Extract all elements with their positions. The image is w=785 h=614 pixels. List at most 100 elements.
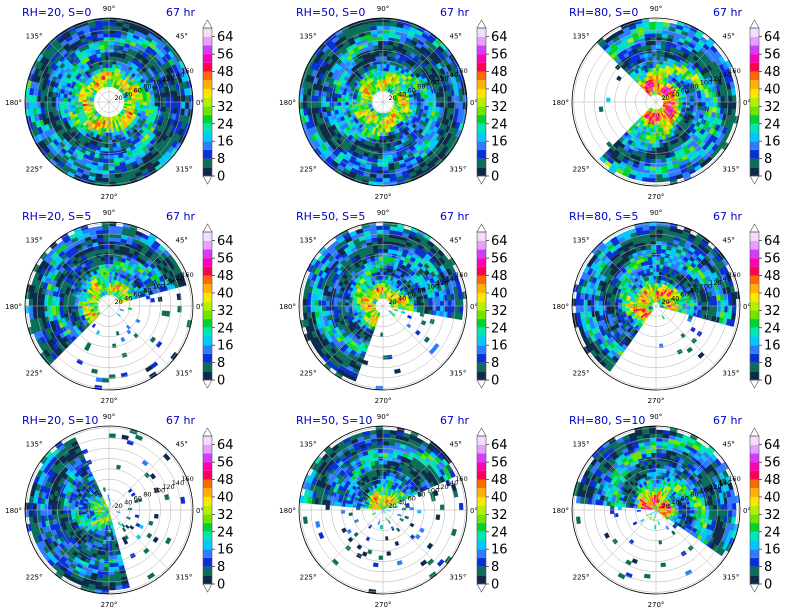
polar-frame bbox=[571, 425, 741, 595]
radial-tick-label: 20 bbox=[662, 502, 670, 510]
angle-tick-label: 90° bbox=[377, 413, 389, 421]
radial-tick-label: 120 bbox=[162, 483, 174, 491]
angle-tick-label: 315° bbox=[176, 370, 193, 378]
radial-tick-label: 120 bbox=[436, 279, 448, 287]
reflectivity-field bbox=[25, 428, 186, 594]
angle-tick-label: 180° bbox=[552, 99, 569, 107]
radial-tick-label: 60 bbox=[681, 86, 689, 94]
angle-tick-label: 90° bbox=[103, 413, 115, 421]
polar-grid bbox=[25, 18, 193, 186]
colorbar-tick-label: 8 bbox=[491, 560, 499, 575]
polar-frame bbox=[298, 221, 468, 391]
radial-tick-label: 80 bbox=[417, 83, 425, 91]
angle-tick-label: 0° bbox=[470, 507, 478, 515]
radial-tick-label: 20 bbox=[662, 94, 670, 102]
panel-time: 67 hr bbox=[166, 210, 195, 223]
angle-tick-label: 90° bbox=[103, 209, 115, 217]
colorbar: 0 8 16 24 32 40 48 56 64 bbox=[749, 223, 781, 389]
radial-tick-label: 140 bbox=[719, 71, 731, 79]
radial-tick-label: 140 bbox=[719, 479, 731, 487]
colorbar-tick-label: 40 bbox=[764, 286, 781, 301]
panel-title: RH=50, S=0 bbox=[296, 6, 366, 19]
radial-tick-label: 120 bbox=[709, 483, 721, 491]
radial-tick-label: 60 bbox=[408, 494, 416, 502]
radial-tick-label: 40 bbox=[124, 294, 132, 302]
radial-tick-label: 60 bbox=[134, 290, 142, 298]
colorbar: 0 8 16 24 32 40 48 56 64 bbox=[476, 19, 508, 185]
colorbar-tick-label: 56 bbox=[491, 48, 508, 63]
angle-tick-label: 225° bbox=[573, 574, 590, 582]
angle-tick-label: 135° bbox=[300, 237, 317, 245]
angle-tick-label: 180° bbox=[279, 303, 296, 311]
reflectivity-field bbox=[300, 222, 467, 390]
angle-tick-label: 315° bbox=[176, 574, 193, 582]
colorbar-tick-label: 8 bbox=[217, 560, 225, 575]
colorbar-tick-label: 24 bbox=[217, 321, 234, 336]
radial-tick-label: 40 bbox=[398, 294, 406, 302]
radial-tick-label: 160 bbox=[728, 271, 740, 279]
colorbar-tick-label: 8 bbox=[217, 356, 225, 371]
colorbar-tick-label: 16 bbox=[217, 543, 234, 558]
radial-tick-label: 160 bbox=[181, 67, 193, 75]
colorbar-tick-label: 32 bbox=[764, 508, 781, 523]
polar-panel: RH=50, S=10 67 hr 20 40 60 80 100 120 140 160 0° 45… bbox=[274, 410, 536, 614]
polar-plot: 20 40 60 80 1001201401600°45°90°135°180°225°… bbox=[279, 209, 508, 405]
angle-tick-label: 45° bbox=[723, 441, 735, 449]
polar-plot: 20 40 60 80 1001201401600°45°90°135°180°225°… bbox=[552, 413, 781, 609]
angle-tick-label: 315° bbox=[723, 574, 740, 582]
colorbar-tick-label: 0 bbox=[217, 170, 225, 185]
colorbar-tick-label: 48 bbox=[764, 269, 781, 284]
radial-tick-label: 80 bbox=[690, 287, 698, 295]
colorbar-tick-label: 0 bbox=[764, 374, 772, 389]
colorbar-tick-label: 0 bbox=[764, 170, 772, 185]
radial-tick-label: 60 bbox=[134, 86, 142, 94]
polar-grid bbox=[299, 426, 467, 594]
radial-tick-label: 80 bbox=[690, 83, 698, 91]
colorbar-tick-label: 56 bbox=[491, 456, 508, 471]
colorbar-tick-label: 48 bbox=[217, 269, 234, 284]
radial-tick-label: 160 bbox=[455, 67, 467, 75]
colorbar-tick-label: 32 bbox=[217, 304, 234, 319]
panel-title: RH=80, S=0 bbox=[569, 6, 639, 19]
colorbar-tick-label: 40 bbox=[491, 82, 508, 97]
radial-tick-label: 100 bbox=[153, 487, 165, 495]
angle-tick-label: 90° bbox=[103, 5, 115, 13]
radial-tick-label: 140 bbox=[172, 71, 184, 79]
radial-tick-label: 40 bbox=[124, 90, 132, 98]
radial-tick-label: 60 bbox=[681, 290, 689, 298]
angle-tick-label: 315° bbox=[723, 370, 740, 378]
radial-tick-label: 160 bbox=[181, 271, 193, 279]
angle-tick-label: 45° bbox=[176, 441, 188, 449]
angle-tick-label: 135° bbox=[26, 33, 43, 41]
colorbar-tick-label: 64 bbox=[217, 30, 234, 45]
polar-panel: RH=80, S=10 67 hr 20 40 60 80 100 120 140 160 0° 45… bbox=[547, 410, 785, 614]
colorbar-tick-label: 48 bbox=[217, 473, 234, 488]
colorbar-tick-label: 48 bbox=[491, 269, 508, 284]
colorbar-tick-label: 0 bbox=[764, 578, 772, 593]
polar-grid bbox=[299, 18, 467, 186]
polar-grid bbox=[572, 222, 740, 390]
angle-tick-label: 180° bbox=[279, 507, 296, 515]
polar-grid bbox=[25, 222, 193, 390]
angle-tick-label: 270° bbox=[648, 397, 665, 405]
angle-tick-label: 0° bbox=[470, 99, 478, 107]
radial-tick-label: 120 bbox=[162, 75, 174, 83]
reflectivity-field bbox=[299, 426, 464, 594]
polar-plot: 20 40 60 80 1001201401600°45°90°135°180°225°… bbox=[5, 5, 234, 201]
angle-tick-label: 315° bbox=[450, 166, 467, 174]
radial-tick-label: 160 bbox=[181, 475, 193, 483]
colorbar-tick-label: 24 bbox=[217, 117, 234, 132]
panel-title: RH=80, S=10 bbox=[569, 414, 646, 427]
angle-tick-label: 270° bbox=[375, 397, 392, 405]
colorbar-tick-label: 16 bbox=[491, 135, 508, 150]
radial-tick-label: 40 bbox=[671, 90, 679, 98]
colorbar-tick-label: 8 bbox=[764, 356, 772, 371]
polar-plot: 20 40 60 80 1001201401600°45°90°135°180°225°… bbox=[279, 413, 508, 609]
radial-tick-label: 60 bbox=[408, 290, 416, 298]
radial-tick-label: 160 bbox=[455, 271, 467, 279]
radial-tick-label: 120 bbox=[436, 483, 448, 491]
angle-tick-label: 270° bbox=[375, 601, 392, 609]
radial-tick-label: 40 bbox=[124, 498, 132, 506]
panel-title: RH=20, S=5 bbox=[22, 210, 92, 223]
angle-tick-label: 45° bbox=[176, 237, 188, 245]
